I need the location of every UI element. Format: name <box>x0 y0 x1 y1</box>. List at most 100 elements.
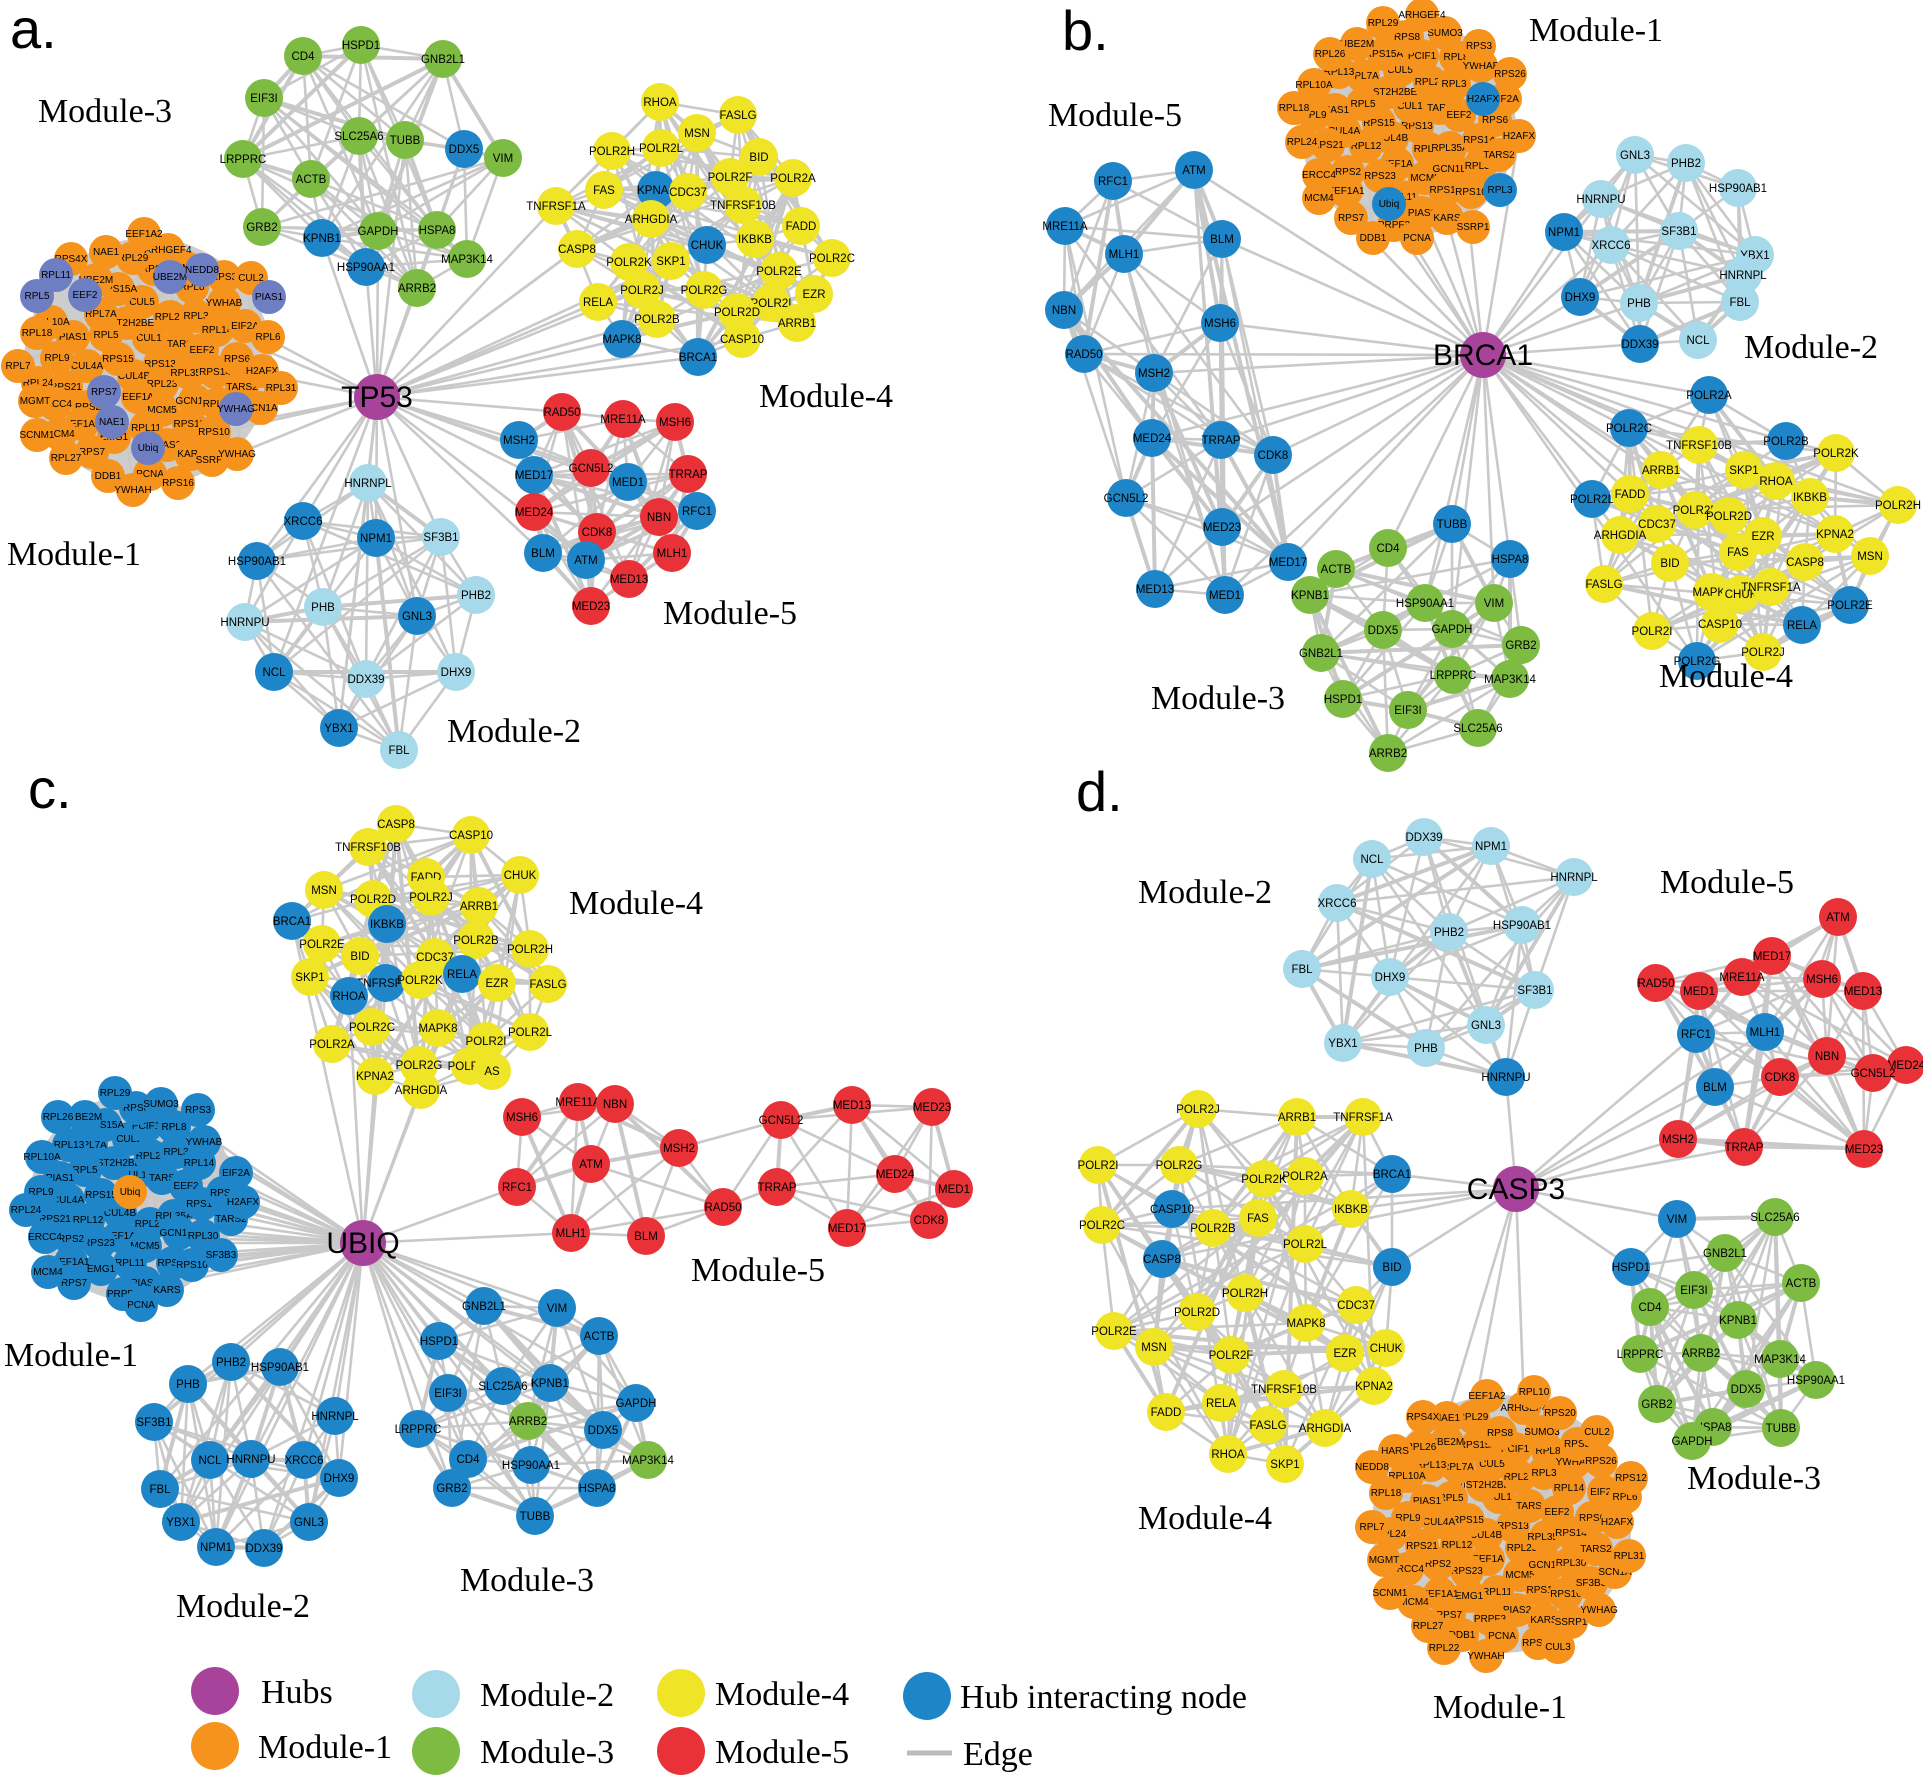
svg-text:RPL13: RPL13 <box>1324 67 1355 78</box>
svg-text:Module-4: Module-4 <box>1659 658 1793 695</box>
svg-text:HNRNPL: HNRNPL <box>344 478 392 490</box>
svg-text:PHB: PHB <box>1414 1043 1438 1055</box>
svg-text:RFC1: RFC1 <box>1098 176 1128 188</box>
svg-text:RPL23: RPL23 <box>1507 1543 1538 1554</box>
svg-text:PHB2: PHB2 <box>216 1357 246 1369</box>
svg-text:ERCC4: ERCC4 <box>1390 1564 1424 1575</box>
svg-text:TUBB: TUBB <box>1437 519 1468 531</box>
svg-text:BRCA1: BRCA1 <box>1373 1169 1411 1181</box>
svg-text:PRPF3: PRPF3 <box>1378 220 1411 231</box>
svg-text:RPS10: RPS10 <box>176 1260 208 1271</box>
svg-text:RPL14: RPL14 <box>1554 1483 1585 1494</box>
svg-text:BLM: BLM <box>1210 234 1234 246</box>
svg-text:POLR2B: POLR2B <box>1763 436 1809 448</box>
svg-text:MED13: MED13 <box>1844 986 1882 998</box>
svg-text:YWHAB: YWHAB <box>206 298 243 309</box>
svg-text:CDK8: CDK8 <box>914 1215 945 1227</box>
svg-text:RPS7: RPS7 <box>1338 213 1365 224</box>
svg-text:SSRP1: SSRP1 <box>1457 222 1490 233</box>
svg-text:RPS23: RPS23 <box>1451 1566 1483 1577</box>
svg-text:RPL10A: RPL10A <box>23 1152 61 1163</box>
svg-text:PCNA: PCNA <box>1403 233 1431 244</box>
svg-text:UBE2M: UBE2M <box>79 275 113 286</box>
svg-text:POLR2C: POLR2C <box>349 1022 395 1034</box>
svg-text:HSPD1: HSPD1 <box>420 1336 458 1348</box>
svg-text:RPL23: RPL23 <box>1414 144 1445 155</box>
svg-text:RPS13: RPS13 <box>144 359 176 370</box>
svg-text:RPL23: RPL23 <box>135 1219 166 1230</box>
svg-text:CUL1: CUL1 <box>1486 1492 1512 1503</box>
svg-text:PCIF1: PCIF1 <box>1408 51 1437 62</box>
svg-text:TRRAP: TRRAP <box>758 1182 797 1194</box>
svg-text:Edge: Edge <box>963 1736 1033 1773</box>
svg-text:ATM: ATM <box>579 1159 602 1171</box>
svg-text:Module-3: Module-3 <box>1687 1460 1821 1497</box>
svg-text:MED17: MED17 <box>828 1223 866 1235</box>
svg-text:Ubiq: Ubiq <box>120 1187 141 1198</box>
svg-text:DDX5: DDX5 <box>449 144 480 156</box>
svg-text:FASLG: FASLG <box>1585 579 1622 591</box>
svg-text:EEF2: EEF2 <box>189 345 214 356</box>
svg-text:GRB2: GRB2 <box>1641 1399 1672 1411</box>
svg-text:RPS15A: RPS15A <box>86 1120 125 1131</box>
svg-text:MCM4: MCM4 <box>45 429 75 440</box>
svg-text:RPL9: RPL9 <box>28 1187 53 1198</box>
svg-text:PHB2: PHB2 <box>461 590 491 602</box>
svg-text:CASP3: CASP3 <box>1467 1173 1565 1206</box>
svg-text:MRE11A: MRE11A <box>1042 221 1087 233</box>
svg-text:YWHAG: YWHAG <box>217 404 255 415</box>
svg-text:MSH2: MSH2 <box>1138 368 1170 380</box>
svg-text:RPL29: RPL29 <box>1458 1412 1489 1423</box>
svg-text:POLR2K: POLR2K <box>397 975 443 987</box>
svg-text:GNL3: GNL3 <box>1471 1020 1501 1032</box>
svg-text:POLR2L: POLR2L <box>639 143 684 155</box>
svg-text:TUBB: TUBB <box>520 1511 551 1523</box>
svg-text:HSPA8: HSPA8 <box>1492 554 1529 566</box>
svg-text:EEF1A2: EEF1A2 <box>125 229 163 240</box>
svg-text:NAE1: NAE1 <box>93 247 120 258</box>
svg-text:PIAS2: PIAS2 <box>1408 208 1437 219</box>
svg-text:Ubiq: Ubiq <box>138 443 159 454</box>
svg-text:HSPD1: HSPD1 <box>1324 694 1362 706</box>
svg-text:KPNB1: KPNB1 <box>1719 1315 1757 1327</box>
svg-text:RPS15: RPS15 <box>85 1190 117 1201</box>
svg-text:HSP90AB1: HSP90AB1 <box>251 1362 309 1374</box>
svg-text:c.: c. <box>28 757 72 820</box>
svg-text:RPL9: RPL9 <box>44 353 69 364</box>
svg-text:MSN: MSN <box>1857 551 1883 563</box>
svg-text:YBX1: YBX1 <box>1328 1038 1357 1050</box>
svg-text:FADD: FADD <box>1151 1407 1182 1419</box>
svg-text:RPL3: RPL3 <box>1487 185 1512 196</box>
svg-text:RPL3: RPL3 <box>1441 79 1466 90</box>
svg-text:CUL2: CUL2 <box>1584 1427 1610 1438</box>
svg-text:POLR2C: POLR2C <box>1606 423 1652 435</box>
svg-text:MAP3K14: MAP3K14 <box>1754 1354 1806 1366</box>
svg-text:MED1: MED1 <box>1683 986 1715 998</box>
svg-text:UBE2M: UBE2M <box>68 1112 102 1123</box>
svg-text:RPL10A: RPL10A <box>1388 1471 1426 1482</box>
svg-text:CASP10: CASP10 <box>1698 619 1742 631</box>
svg-text:POLR2J: POLR2J <box>1176 1104 1219 1116</box>
svg-text:GNL3: GNL3 <box>294 1517 324 1529</box>
svg-text:GCN5L2: GCN5L2 <box>1851 1068 1896 1080</box>
svg-text:RPS3: RPS3 <box>185 1105 212 1116</box>
svg-text:FADD: FADD <box>786 221 817 233</box>
svg-text:MCM4: MCM4 <box>1304 193 1334 204</box>
svg-text:HNRNPU: HNRNPU <box>1576 194 1625 206</box>
svg-text:POLR2H: POLR2H <box>1222 1288 1268 1300</box>
svg-text:RPS8: RPS8 <box>123 1103 150 1114</box>
svg-text:LRPPRC: LRPPRC <box>1617 1349 1664 1361</box>
svg-text:KARS: KARS <box>153 1285 181 1296</box>
svg-text:GCN1L1: GCN1L1 <box>1433 164 1472 175</box>
svg-text:YWHAB: YWHAB <box>186 1137 223 1148</box>
svg-text:GRB2: GRB2 <box>436 1483 467 1495</box>
svg-text:HSP90AA1: HSP90AA1 <box>1787 1375 1845 1387</box>
svg-text:SKP1: SKP1 <box>656 256 685 268</box>
svg-text:SKP1: SKP1 <box>1729 465 1758 477</box>
svg-text:EEF2: EEF2 <box>1544 1507 1569 1518</box>
svg-text:BLM: BLM <box>634 1231 658 1243</box>
svg-text:CUL4A: CUL4A <box>1328 126 1361 137</box>
svg-text:SKP1: SKP1 <box>295 972 324 984</box>
svg-text:CHUK: CHUK <box>1370 1343 1403 1355</box>
svg-text:POLR2I: POLR2I <box>1078 1160 1119 1172</box>
